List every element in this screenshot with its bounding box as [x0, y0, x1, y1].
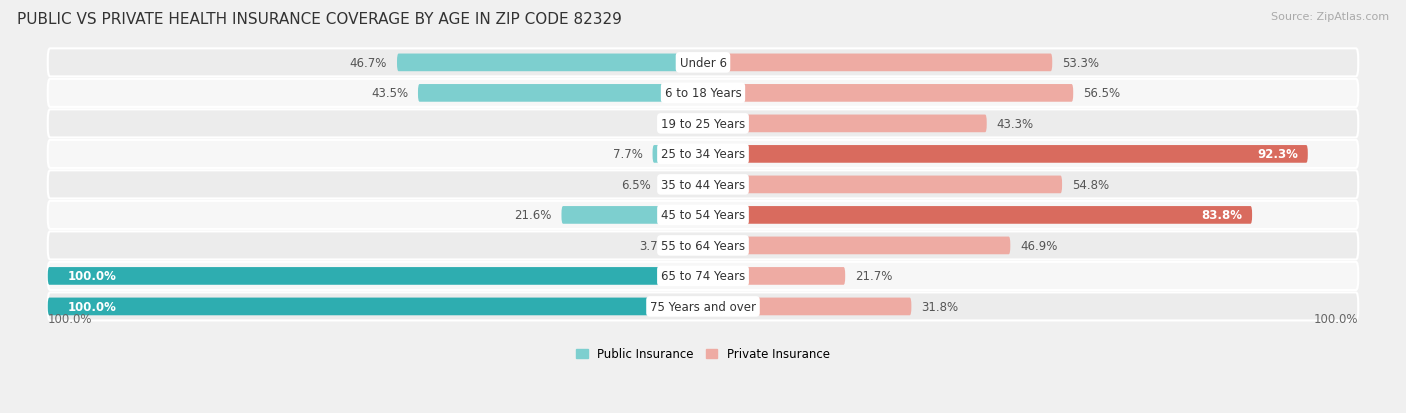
Text: Source: ZipAtlas.com: Source: ZipAtlas.com — [1271, 12, 1389, 22]
FancyBboxPatch shape — [48, 268, 703, 285]
Text: 46.7%: 46.7% — [350, 57, 387, 70]
Text: 54.8%: 54.8% — [1071, 178, 1109, 192]
Legend: Public Insurance, Private Insurance: Public Insurance, Private Insurance — [571, 343, 835, 366]
Text: 3.7%: 3.7% — [640, 240, 669, 252]
FancyBboxPatch shape — [703, 176, 1062, 194]
Text: 53.3%: 53.3% — [1062, 57, 1099, 70]
FancyBboxPatch shape — [48, 49, 1358, 77]
Text: Under 6: Under 6 — [679, 57, 727, 70]
Text: 55 to 64 Years: 55 to 64 Years — [661, 240, 745, 252]
FancyBboxPatch shape — [48, 80, 1358, 108]
FancyBboxPatch shape — [48, 262, 1358, 290]
Text: 65 to 74 Years: 65 to 74 Years — [661, 270, 745, 283]
Text: 43.3%: 43.3% — [997, 118, 1033, 131]
Text: 25 to 34 Years: 25 to 34 Years — [661, 148, 745, 161]
FancyBboxPatch shape — [48, 298, 703, 316]
Text: 100.0%: 100.0% — [67, 300, 117, 313]
Text: 100.0%: 100.0% — [1313, 312, 1358, 325]
Text: 92.3%: 92.3% — [1257, 148, 1298, 161]
Text: 6 to 18 Years: 6 to 18 Years — [665, 87, 741, 100]
Text: 21.7%: 21.7% — [855, 270, 893, 283]
FancyBboxPatch shape — [661, 176, 703, 194]
Text: 0.0%: 0.0% — [664, 118, 693, 131]
Text: 35 to 44 Years: 35 to 44 Years — [661, 178, 745, 192]
FancyBboxPatch shape — [703, 237, 1011, 255]
Text: 46.9%: 46.9% — [1021, 240, 1057, 252]
FancyBboxPatch shape — [652, 146, 703, 164]
FancyBboxPatch shape — [703, 268, 845, 285]
FancyBboxPatch shape — [703, 146, 1308, 164]
FancyBboxPatch shape — [48, 232, 1358, 260]
FancyBboxPatch shape — [48, 293, 1358, 320]
Text: 75 Years and over: 75 Years and over — [650, 300, 756, 313]
Text: PUBLIC VS PRIVATE HEALTH INSURANCE COVERAGE BY AGE IN ZIP CODE 82329: PUBLIC VS PRIVATE HEALTH INSURANCE COVER… — [17, 12, 621, 27]
FancyBboxPatch shape — [48, 110, 1358, 138]
Text: 100.0%: 100.0% — [48, 312, 93, 325]
FancyBboxPatch shape — [703, 206, 1253, 224]
Text: 83.8%: 83.8% — [1201, 209, 1243, 222]
Text: 7.7%: 7.7% — [613, 148, 643, 161]
FancyBboxPatch shape — [703, 55, 1052, 72]
Text: 6.5%: 6.5% — [621, 178, 651, 192]
Text: 19 to 25 Years: 19 to 25 Years — [661, 118, 745, 131]
Text: 43.5%: 43.5% — [371, 87, 408, 100]
FancyBboxPatch shape — [396, 55, 703, 72]
Text: 100.0%: 100.0% — [67, 270, 117, 283]
FancyBboxPatch shape — [561, 206, 703, 224]
FancyBboxPatch shape — [703, 115, 987, 133]
FancyBboxPatch shape — [679, 237, 703, 255]
FancyBboxPatch shape — [703, 85, 1073, 102]
Text: 45 to 54 Years: 45 to 54 Years — [661, 209, 745, 222]
FancyBboxPatch shape — [48, 140, 1358, 169]
FancyBboxPatch shape — [48, 202, 1358, 229]
FancyBboxPatch shape — [703, 298, 911, 316]
FancyBboxPatch shape — [48, 171, 1358, 199]
Text: 56.5%: 56.5% — [1083, 87, 1121, 100]
FancyBboxPatch shape — [418, 85, 703, 102]
Text: 21.6%: 21.6% — [515, 209, 551, 222]
Text: 31.8%: 31.8% — [921, 300, 959, 313]
